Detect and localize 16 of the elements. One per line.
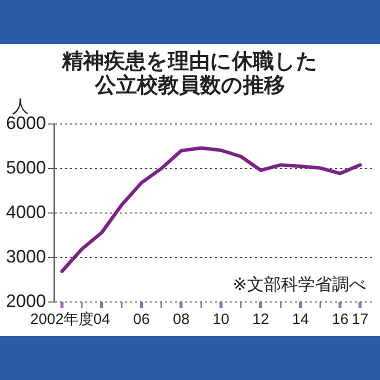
y-tick-label: 2000 <box>6 290 46 311</box>
x-tick-label: 2002年度 <box>30 311 94 328</box>
y-axis-title: 人 <box>12 97 29 116</box>
chart-title: 精神疾患を理由に休職した公立校教員数の推移 <box>60 50 319 98</box>
x-tick-label: 06 <box>133 311 150 328</box>
y-tick-label: 5000 <box>6 157 46 178</box>
x-tick-label: 10 <box>212 311 230 328</box>
annotation: ※文部科学省調べ <box>232 275 366 294</box>
x-tick-label: 12 <box>252 311 270 328</box>
x-tick-label: 16 <box>332 311 349 328</box>
x-tick-label: 04 <box>93 311 110 328</box>
y-tick-label: 3000 <box>6 246 46 266</box>
y-tick-label: 4000 <box>6 202 46 222</box>
x-tick-label: 14 <box>292 311 309 328</box>
x-tick-label: 08 <box>172 311 190 328</box>
x-tick-label: 17 <box>352 311 368 328</box>
